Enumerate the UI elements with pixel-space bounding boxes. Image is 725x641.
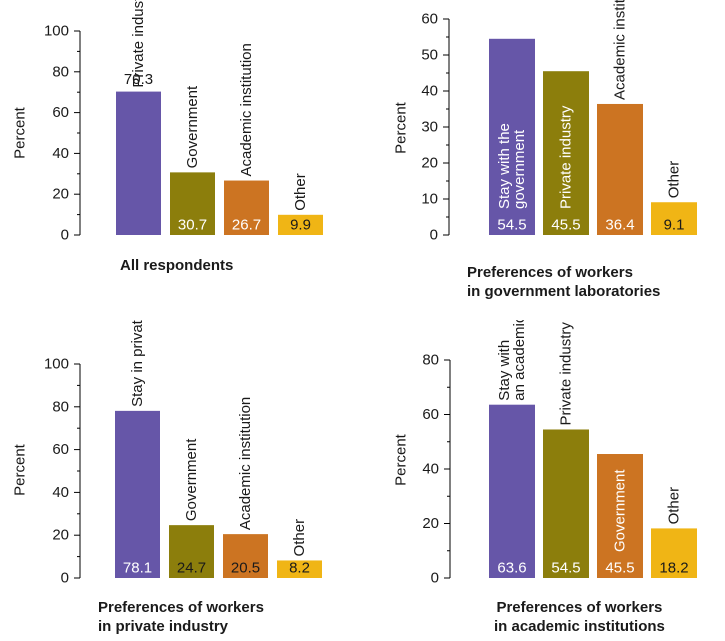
bar-category-label: Other	[291, 519, 308, 557]
bar-value-label: 24.7	[177, 560, 206, 577]
bar-category-label: Private industry	[558, 322, 575, 426]
bar-value-label: 45.5	[551, 217, 580, 234]
y-tick-label: 80	[52, 63, 69, 80]
y-tick-label: 0	[430, 227, 438, 244]
bar-category-label: Academic institution	[612, 0, 629, 100]
bar-value-label: 18.2	[659, 560, 688, 577]
y-tick-label: 80	[52, 398, 69, 415]
bar	[278, 214, 323, 235]
y-tick-label: 40	[422, 461, 439, 478]
y-axis-label: Percent	[393, 433, 410, 486]
chart-title-line: Preferences of workers	[467, 264, 633, 281]
chart-title-all-respondents: All respondents	[120, 257, 234, 274]
bar-category-label: an academic institution	[511, 320, 528, 401]
chart-title-private-industry: Preferences of workers in private indust…	[98, 598, 264, 636]
bar	[651, 528, 697, 578]
chart-government-laboratories: Percent 0 10 20 30 40 50 60 54.5 Stay with thegov…	[393, 0, 697, 244]
bar-value-label: 9.9	[290, 217, 311, 234]
y-tick-label: 60	[52, 104, 69, 121]
bar-category-label: Academic institution	[237, 397, 254, 530]
bar	[223, 534, 268, 578]
bar-category-label: Government	[183, 438, 200, 521]
bar-value-label: 78.1	[123, 560, 152, 577]
bar	[543, 71, 589, 235]
bar-value-label: 20.5	[231, 560, 260, 577]
y-tick-label: 40	[421, 83, 438, 100]
bar-category-label: Other	[666, 161, 683, 199]
y-tick-label: 20	[52, 527, 69, 544]
y-tick-label: 60	[52, 441, 69, 458]
bar-value-label: 63.6	[497, 560, 526, 577]
y-tick-label: 60	[421, 11, 438, 28]
bar-value-label: 9.1	[664, 217, 685, 234]
y-tick-label: 40	[52, 145, 69, 162]
chart-title-line: Preferences of workers	[496, 599, 663, 616]
y-axis-label: Percent	[393, 101, 410, 154]
bar-category-label: Other	[666, 487, 683, 525]
bar-value-label: 45.5	[605, 560, 634, 577]
bar	[170, 172, 215, 235]
bar-value-label: 8.2	[289, 560, 310, 577]
bar	[115, 410, 160, 578]
y-tick-label: 0	[61, 570, 69, 587]
y-tick-label: 10	[421, 191, 438, 208]
bar	[543, 429, 589, 578]
chart-title-line: in private industry	[98, 618, 229, 635]
bar-category-label: Stay in private industry	[129, 320, 146, 407]
bar	[489, 38, 535, 235]
y-tick-label: 20	[52, 186, 69, 203]
chart-title-line: Preferences of workers	[98, 599, 264, 616]
bar-category-label: Academic institution	[238, 43, 255, 176]
y-axis-label: Percent	[12, 443, 29, 496]
y-tick-label: 50	[421, 47, 438, 64]
bar-category-label: Government	[184, 85, 201, 168]
bar-category-label: Stay with the	[496, 123, 513, 209]
bar-category-label: Government	[612, 469, 629, 552]
y-tick-label: 100	[44, 23, 69, 40]
bar-category-label: Private industry	[558, 105, 575, 209]
chart-private-industry: Percent 0 20 40 60 80 100 78.1 Stay in private i…	[12, 320, 322, 587]
bar-category-label: Other	[292, 173, 309, 211]
y-tick-label: 20	[422, 515, 439, 532]
y-axis-label: Percent	[12, 106, 29, 159]
bar-category-label: Private industry	[130, 0, 147, 88]
bar-value-label: 26.7	[232, 217, 261, 234]
y-tick-label: 60	[422, 406, 439, 423]
y-tick-label: 20	[421, 155, 438, 172]
bar-value-label: 36.4	[605, 217, 634, 234]
bar-value-label: 70.3	[124, 71, 153, 88]
y-tick-label: 40	[52, 484, 69, 501]
bar	[489, 404, 535, 578]
chart-title-line: in academic institutions	[494, 618, 665, 635]
chart-title-government-laboratories: Preferences of workers in government lab…	[467, 263, 660, 301]
bar	[651, 202, 697, 235]
bar-value-label: 54.5	[551, 560, 580, 577]
bar	[116, 91, 161, 235]
y-tick-label: 0	[61, 227, 69, 244]
bar	[169, 525, 214, 578]
chart-title-line: in government laboratories	[467, 283, 661, 300]
bar	[277, 560, 322, 578]
bar-value-label: 54.5	[497, 217, 526, 234]
y-tick-label: 80	[422, 352, 439, 369]
chart-title-academic-institutions: Preferences of workers in academic insti…	[494, 598, 665, 636]
bar	[224, 180, 269, 235]
bar-category-label: government	[511, 129, 528, 209]
y-tick-label: 0	[431, 570, 439, 587]
y-tick-label: 100	[44, 356, 69, 373]
y-tick-label: 30	[421, 119, 438, 136]
bar	[597, 103, 643, 236]
bar-value-label: 30.7	[178, 217, 207, 234]
bar-category-label: Stay with	[496, 340, 513, 401]
bar	[597, 454, 643, 578]
